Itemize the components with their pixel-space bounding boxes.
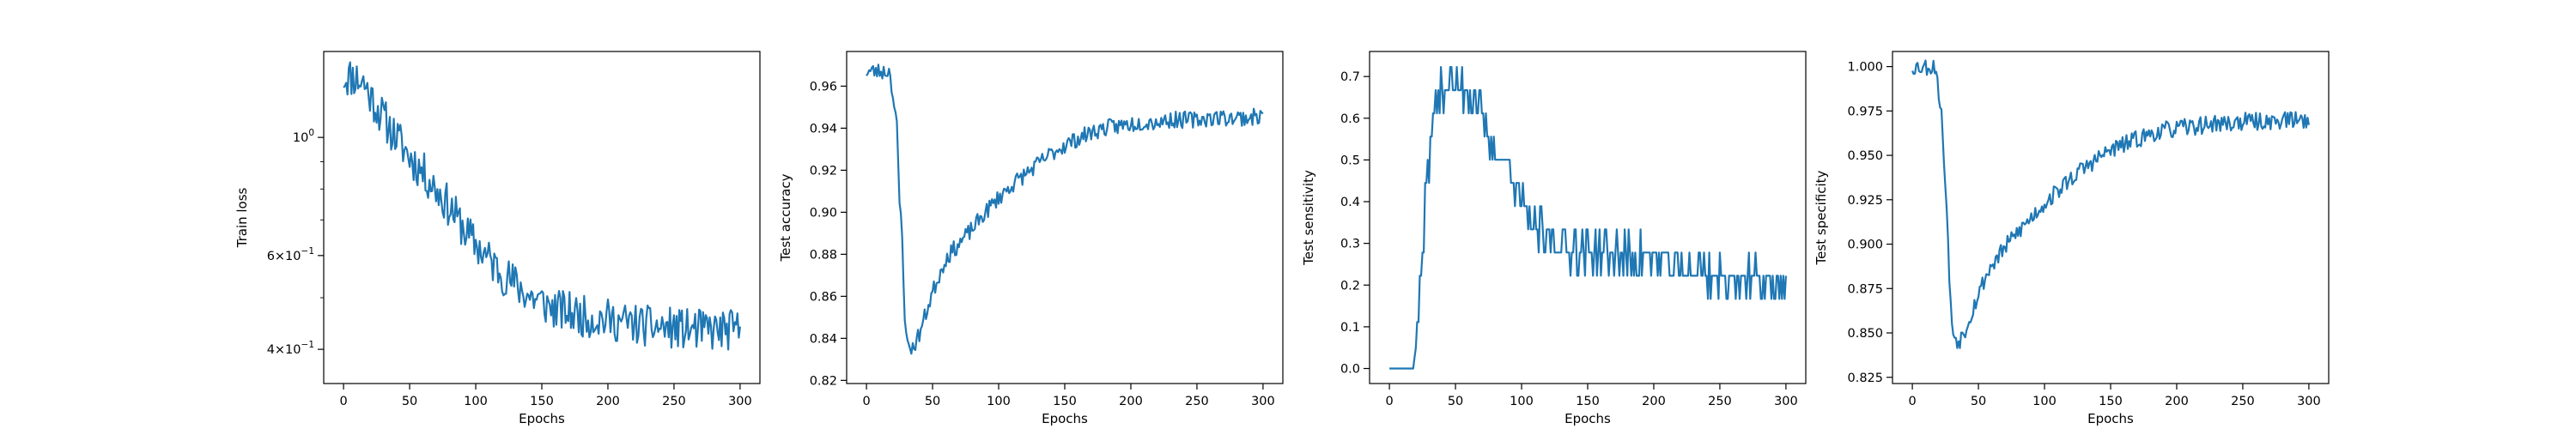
y-axis-label: Test accuracy [778,173,793,262]
x-tick-label: 300 [1251,395,1275,408]
y-tick-label: 0.975 [1847,105,1883,118]
series-line-1 [1389,65,1787,370]
y-tick-label: 1.000 [1847,61,1883,75]
y-tick-label: 0.86 [810,290,837,304]
axes-frame [846,51,1284,384]
x-tick-label: 100 [464,395,488,408]
y-tick-label: 0.3 [1340,238,1360,251]
x-tick-label: 150 [2099,395,2123,408]
x-axis-label: Epochs [519,411,565,426]
x-tick-label: 100 [2032,395,2057,408]
x-axis-label: Epochs [2087,411,2134,426]
y-tick-label: 6×10−1 [267,246,314,263]
y-tick-label: 0.88 [810,248,837,262]
x-tick-label: 200 [596,395,620,408]
x-tick-label: 50 [1971,395,1986,408]
x-axis-label: Epochs [1042,411,1088,426]
chart-panel-2: 0 50 100 150 200 250 300 0.82 0.84 0.86 0.88 0.90 0.… [778,51,1284,426]
y-tick-label: 0.4 [1340,196,1360,209]
x-tick-label: 0 [862,395,870,408]
x-tick-label: 250 [2231,395,2255,408]
y-tick-label: 0.925 [1847,194,1883,208]
axes-frame [1892,51,2330,384]
y-tick-label: 0.825 [1847,372,1883,385]
axes-frame [323,51,761,384]
y-tick-label: 0.900 [1847,239,1883,252]
y-tick-label: 0.7 [1340,70,1360,84]
x-tick-label: 0 [1908,395,1916,408]
x-tick-label: 150 [1053,395,1077,408]
y-axis-label: Test specificity [1814,170,1829,265]
x-tick-label: 300 [1774,395,1798,408]
y-tick-label: 0.82 [810,374,837,388]
y-tick-label: 0.90 [810,206,837,220]
x-tick-label: 200 [1642,395,1666,408]
x-tick-label: 300 [2297,395,2321,408]
x-tick-label: 300 [728,395,752,408]
x-tick-label: 50 [1448,395,1463,408]
y-tick-label: 0.94 [810,122,837,136]
x-tick-label: 100 [1510,395,1534,408]
y-tick-label: 0.84 [810,332,837,346]
y-tick-label: 0.2 [1340,279,1360,293]
x-tick-label: 200 [2165,395,2189,408]
chart-panel-4: 0 50 100 150 200 250 300 0.825 0.850 0.875 0.900 0.… [1814,51,2330,426]
y-tick-label: 100 [293,128,314,145]
series-line-1 [343,61,741,351]
y-tick-label: 0.92 [810,164,837,178]
x-axis-label: Epochs [1564,411,1611,426]
x-tick-label: 250 [662,395,686,408]
y-tick-label: 0.0 [1340,362,1360,376]
x-tick-label: 250 [1708,395,1732,408]
x-tick-label: 250 [1185,395,1209,408]
y-tick-label: 0.6 [1340,112,1360,126]
x-tick-label: 150 [530,395,554,408]
y-tick-label: 4×10−1 [267,340,314,357]
x-tick-label: 0 [1385,395,1393,408]
y-tick-label: 0.950 [1847,149,1883,163]
y-axis-label: Train loss [234,187,250,248]
x-tick-label: 50 [925,395,940,408]
series-line-1 [1911,59,2310,349]
y-tick-label: 0.875 [1847,282,1883,296]
y-tick-label: 0.850 [1847,327,1883,341]
series-line-1 [866,63,1264,355]
y-axis-label: Test sensitivity [1301,170,1316,266]
y-tick-label: 0.5 [1340,154,1360,167]
x-tick-label: 100 [987,395,1011,408]
chart-panel-3: 0 50 100 150 200 250 300 0.0 0.1 0.2 0.3 0.4 0.5 0.6 0… [1301,51,1807,426]
chart-panel-1: 0 50 100 150 200 250 300 100 6×10−1 4×10−1 Epochs T… [234,51,761,426]
x-tick-label: 200 [1119,395,1143,408]
x-tick-label: 50 [402,395,417,408]
x-tick-label: 150 [1576,395,1600,408]
y-tick-label: 0.96 [810,80,837,94]
x-tick-label: 0 [339,395,347,408]
y-tick-label: 0.1 [1340,321,1360,335]
